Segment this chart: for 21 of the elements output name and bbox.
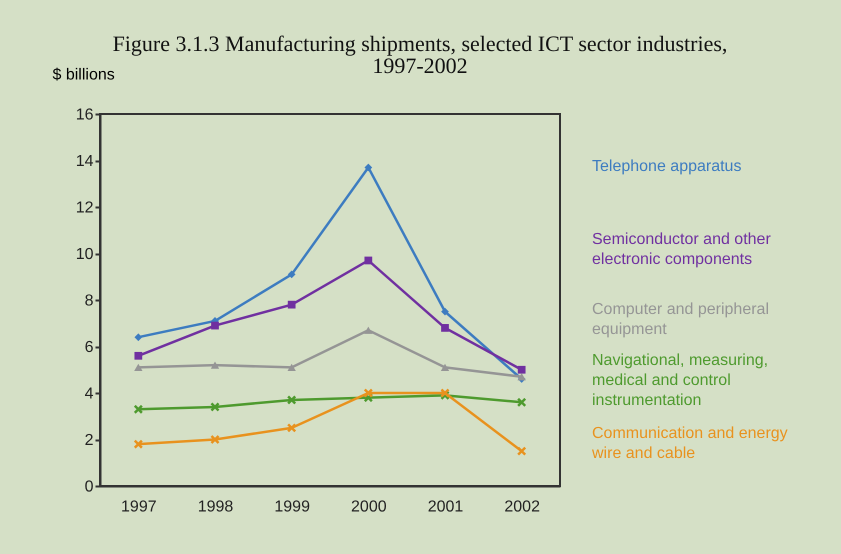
y-tick-label: 0 [84, 478, 94, 496]
x-tick-label: 1999 [274, 498, 310, 516]
text: Computer and peripheral equipment [592, 301, 769, 338]
x-tick-label: 1998 [198, 498, 234, 516]
y-axis-title: $ billions [52, 66, 115, 84]
y-tick-label: 14 [76, 153, 94, 170]
x-tick-label: 2002 [504, 498, 540, 516]
x-tick-label: 2000 [351, 498, 387, 516]
y-tick-label: 16 [76, 106, 94, 124]
y-tick-label: 6 [84, 339, 94, 356]
text: Telephone apparatus [592, 158, 742, 175]
y-tick-label: 12 [76, 200, 94, 216]
x-tick-label: 2001 [428, 498, 464, 516]
text: Semiconductor and other electronic components [592, 231, 772, 268]
text: Navigational, measuring, medical and control instrumentation [592, 352, 768, 409]
y-tick-label: 4 [84, 386, 94, 402]
text: Communication and energy wire and cable [591, 425, 788, 462]
y-tick-label: 10 [76, 246, 94, 263]
x-tick-label: 1997 [121, 498, 157, 516]
y-tick-label: 8 [84, 292, 94, 310]
y-tick-label: 2 [84, 432, 94, 449]
